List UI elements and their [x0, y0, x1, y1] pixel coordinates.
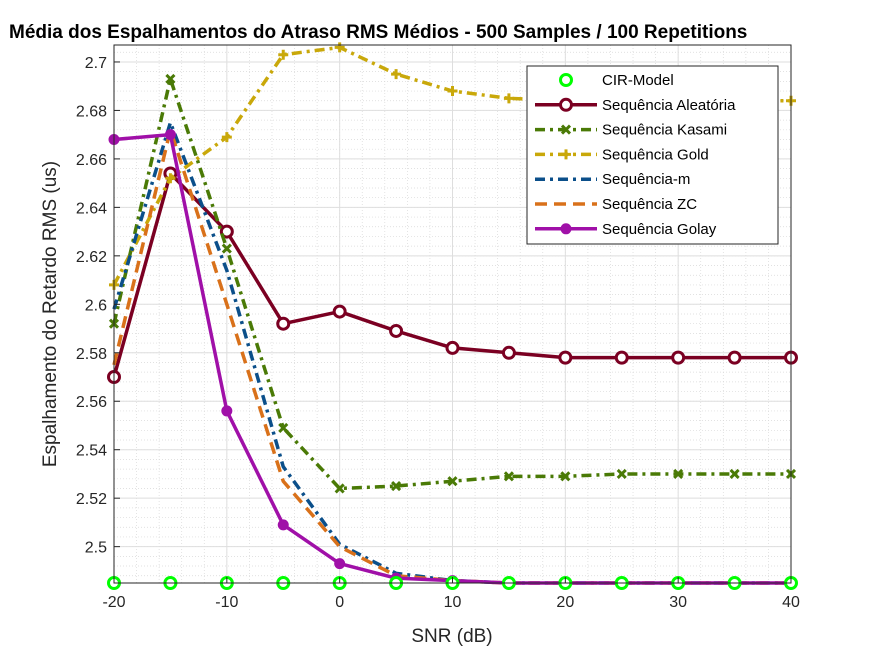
- data-point: [334, 558, 346, 570]
- y-tick-label: 2.62: [76, 249, 107, 266]
- x-axis-ticks: -20 -10 0 10 20 30 40: [102, 577, 800, 611]
- series-line: [112, 120, 791, 585]
- data-point: [219, 224, 234, 239]
- data-point: [501, 345, 516, 360]
- data-point: [221, 132, 232, 143]
- series-sequencia-m: [112, 120, 791, 585]
- legend-item: Sequência Golay: [535, 221, 717, 238]
- data-point: [278, 422, 289, 433]
- data-point: [671, 350, 686, 365]
- series-sequencia-kasami: [108, 73, 797, 494]
- data-point: [332, 304, 347, 319]
- data-point: [614, 350, 629, 365]
- x-tick-label: 20: [556, 594, 574, 611]
- chart-title: Média dos Espalhamentos do Atraso RMS Mé…: [9, 22, 747, 43]
- legend-label: Sequência Golay: [602, 221, 717, 238]
- data-point: [673, 468, 684, 480]
- data-point: [277, 519, 289, 531]
- x-tick-label: -10: [215, 594, 238, 611]
- legend-marker: [560, 223, 572, 235]
- y-tick-label: 2.6: [85, 297, 107, 314]
- legend-label: Sequência Aleatória: [602, 97, 736, 114]
- data-point: [558, 350, 573, 365]
- y-tick-label: 2.58: [76, 346, 107, 363]
- legend-marker: [559, 73, 573, 87]
- x-tick-label: 40: [782, 594, 800, 611]
- data-point: [221, 243, 232, 254]
- legend-item: Sequência-m: [535, 171, 690, 188]
- data-point: [389, 323, 404, 338]
- legend-label: Sequência-m: [602, 171, 690, 188]
- legend-label: Sequência ZC: [602, 196, 697, 213]
- y-tick-label: 2.56: [76, 394, 107, 411]
- data-point: [278, 49, 289, 60]
- data-point: [334, 42, 345, 53]
- y-axis-label: Espalhamento do Retardo RMS (us): [40, 161, 61, 467]
- data-point: [391, 481, 402, 492]
- legend-item: Sequência Kasami: [535, 122, 727, 139]
- legend-item: CIR-Model: [559, 72, 674, 89]
- legend-marker: [559, 97, 573, 112]
- data-point: [445, 340, 460, 355]
- data-point: [164, 129, 176, 141]
- y-tick-label: 2.52: [76, 491, 107, 508]
- legend-marker: [560, 124, 572, 135]
- data-point: [616, 468, 627, 480]
- legend-item: Sequência ZC: [535, 196, 697, 213]
- legend-label: Sequência Gold: [602, 146, 709, 163]
- y-tick-label: 2.7: [85, 55, 107, 72]
- y-axis-ticks: 2.5 2.52 2.54 2.56 2.58 2.6 2.62 2.64 2.66 2.68 2.…: [76, 55, 120, 557]
- data-point: [447, 476, 458, 487]
- data-point: [165, 173, 176, 184]
- data-point: [165, 73, 176, 84]
- legend: CIR-Model Sequência Aleatória Sequência Ka…: [526, 65, 779, 245]
- data-point: [276, 316, 291, 331]
- y-tick-label: 2.68: [76, 103, 107, 120]
- data-point: [729, 468, 740, 480]
- x-tick-label: 30: [669, 594, 687, 611]
- y-tick-label: 2.5: [85, 540, 107, 557]
- x-tick-label: -20: [102, 594, 125, 611]
- data-point: [727, 350, 742, 365]
- legend-item: Sequência Aleatória: [535, 97, 736, 114]
- data-point: [447, 86, 458, 97]
- data-point: [503, 471, 514, 482]
- x-axis-label: SNR (dB): [411, 626, 492, 647]
- data-point: [391, 69, 402, 80]
- data-point: [503, 93, 514, 104]
- data-point: [221, 405, 233, 417]
- legend-marker: [561, 149, 571, 160]
- data-point: [560, 471, 571, 482]
- x-tick-label: 10: [444, 594, 462, 611]
- legend-item: Sequência Gold: [535, 146, 709, 163]
- y-tick-label: 2.54: [76, 443, 107, 460]
- data-point: [334, 483, 345, 494]
- y-tick-label: 2.66: [76, 152, 107, 169]
- x-tick-label: 0: [335, 594, 344, 611]
- legend-label: CIR-Model: [602, 72, 674, 89]
- legend-label: Sequência Kasami: [602, 122, 727, 139]
- y-tick-label: 2.64: [76, 200, 107, 217]
